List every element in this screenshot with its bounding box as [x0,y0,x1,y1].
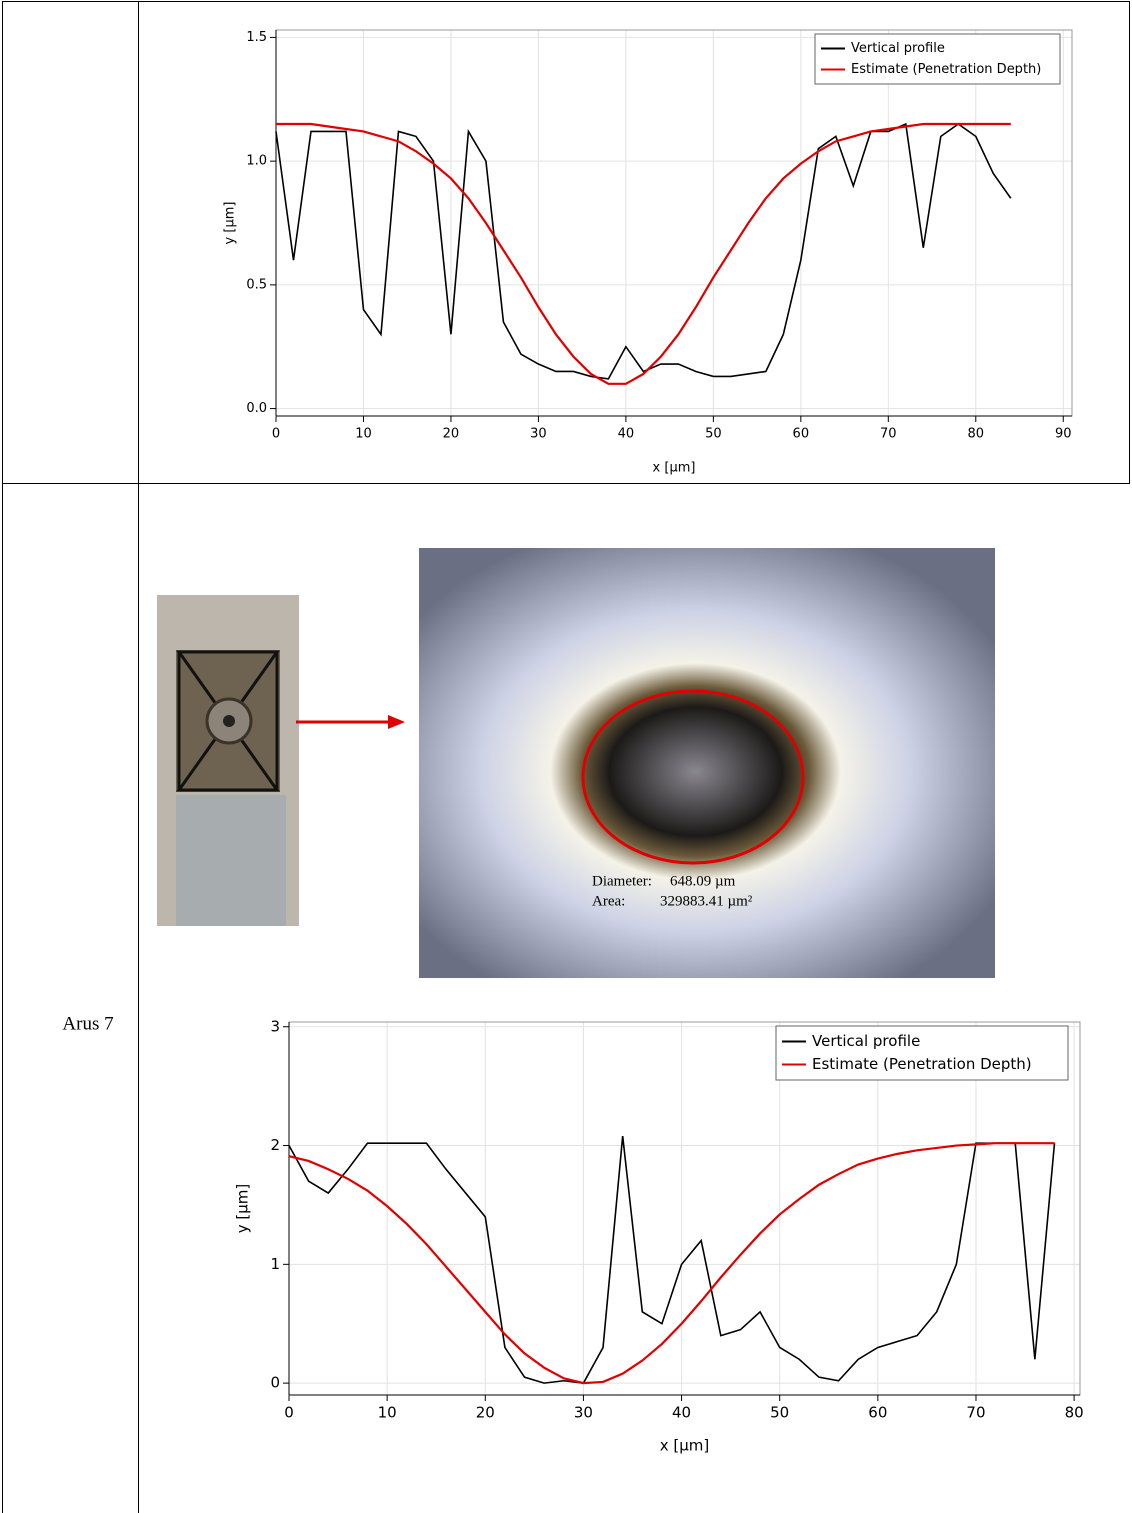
x-tick-label: 60 [793,427,810,442]
series-line [276,124,1011,384]
y-tick-label: 0.5 [246,277,267,292]
x-axis-label: x [µm] [653,461,696,476]
x-tick-label: 80 [968,427,985,442]
legend-label: Estimate (Penetration Depth) [851,62,1041,77]
plot-frame [276,30,1072,416]
legend-label: Vertical profile [851,41,945,56]
y-tick-label: 0 [270,1374,280,1392]
x-tick-label: 50 [770,1404,789,1422]
x-tick-label: 20 [443,427,460,442]
x-tick-label: 30 [574,1404,593,1422]
y-tick-label: 1 [270,1255,280,1273]
y-tick-label: 2 [270,1136,280,1154]
legend-label: Estimate (Penetration Depth) [812,1055,1032,1073]
x-tick-label: 0 [272,427,280,442]
measure-label: Diameter: [592,873,652,889]
x-tick-label: 10 [378,1404,397,1422]
y-tick-label: 3 [270,1017,280,1035]
x-tick-label: 10 [355,427,372,442]
x-tick-label: 50 [705,427,722,442]
page-canvas: Arus 7 Diameter: 648.09 µm Area: 329883.… [0,0,1132,1513]
x-tick-label: 20 [476,1404,495,1422]
measure-value: 329883.41 µm² [660,893,753,909]
x-tick-label: 60 [868,1404,887,1422]
micrograph: Diameter: 648.09 µm Area: 329883.41 µm² [419,548,995,978]
series-line [276,124,1011,379]
x-tick-label: 70 [966,1404,985,1422]
x-tick-label: 40 [618,427,635,442]
y-axis-label: y [µm] [234,1184,252,1234]
y-axis-label: y [µm] [223,202,238,245]
measure-label: Area: [592,893,625,909]
series-line [289,1143,1054,1383]
page: Arus 7 Diameter: 648.09 µm Area: 329883.… [0,0,1132,1513]
series-line [289,1136,1054,1383]
x-tick-label: 40 [672,1404,691,1422]
y-tick-label: 1.5 [246,30,267,45]
y-tick-label: 1.0 [246,154,267,169]
legend-label: Vertical profile [812,1032,920,1050]
x-axis-label: x [µm] [660,1437,710,1455]
row-label: Arus 7 [62,1013,113,1034]
y-tick-label: 0.0 [246,401,267,416]
x-tick-label: 0 [284,1404,294,1422]
measure-value: 648.09 µm [670,873,736,889]
x-tick-label: 80 [1065,1404,1084,1422]
arrow [296,715,405,729]
x-tick-label: 90 [1055,427,1072,442]
x-tick-label: 70 [880,427,897,442]
x-tick-label: 30 [530,427,547,442]
specimen-photo [157,595,299,926]
